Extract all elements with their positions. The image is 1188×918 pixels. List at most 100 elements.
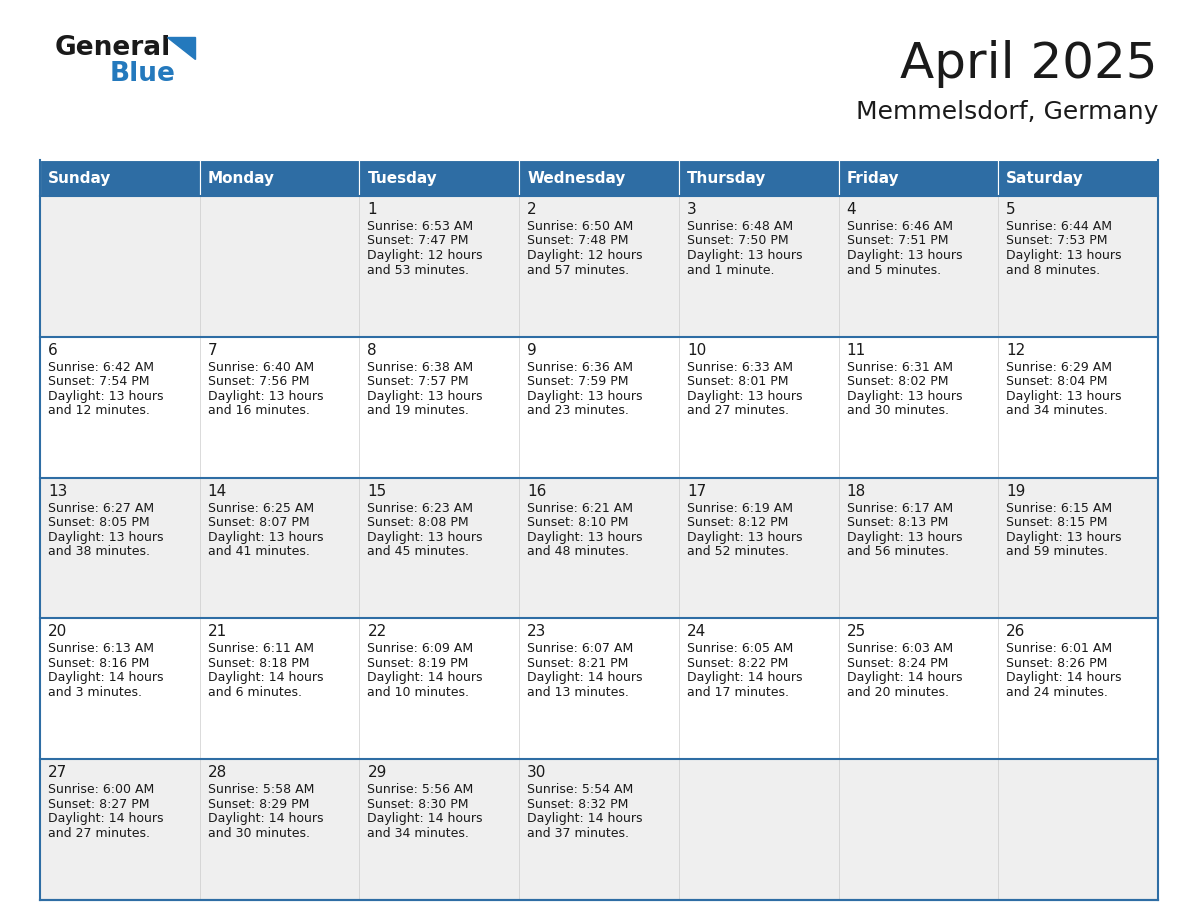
Text: 28: 28: [208, 766, 227, 780]
Text: Sunrise: 6:11 AM: Sunrise: 6:11 AM: [208, 643, 314, 655]
Text: Sunset: 8:21 PM: Sunset: 8:21 PM: [527, 657, 628, 670]
Text: Daylight: 13 hours: Daylight: 13 hours: [847, 249, 962, 262]
Text: Sunset: 8:30 PM: Sunset: 8:30 PM: [367, 798, 469, 811]
Text: and 30 minutes.: and 30 minutes.: [208, 827, 310, 840]
Bar: [40, 759, 1158, 900]
Text: Sunrise: 6:05 AM: Sunrise: 6:05 AM: [687, 643, 794, 655]
Text: 2: 2: [527, 202, 537, 217]
Text: Sunset: 8:05 PM: Sunset: 8:05 PM: [48, 516, 150, 529]
Text: Sunrise: 6:50 AM: Sunrise: 6:50 AM: [527, 220, 633, 233]
Text: Sunset: 8:22 PM: Sunset: 8:22 PM: [687, 657, 788, 670]
Text: Daylight: 13 hours: Daylight: 13 hours: [48, 390, 164, 403]
Text: and 3 minutes.: and 3 minutes.: [48, 686, 143, 699]
Text: Sunrise: 5:58 AM: Sunrise: 5:58 AM: [208, 783, 314, 796]
Text: Sunrise: 6:00 AM: Sunrise: 6:00 AM: [48, 783, 154, 796]
Text: Sunset: 8:12 PM: Sunset: 8:12 PM: [687, 516, 788, 529]
Bar: [360, 160, 519, 196]
Text: Sunrise: 6:13 AM: Sunrise: 6:13 AM: [48, 643, 154, 655]
Text: and 17 minutes.: and 17 minutes.: [687, 686, 789, 699]
Text: Sunrise: 6:53 AM: Sunrise: 6:53 AM: [367, 220, 474, 233]
Text: Daylight: 13 hours: Daylight: 13 hours: [48, 531, 164, 543]
Text: Daylight: 13 hours: Daylight: 13 hours: [847, 390, 962, 403]
Text: Sunset: 8:01 PM: Sunset: 8:01 PM: [687, 375, 789, 388]
Text: Daylight: 13 hours: Daylight: 13 hours: [367, 531, 484, 543]
Text: and 30 minutes.: and 30 minutes.: [847, 404, 948, 418]
Text: Daylight: 14 hours: Daylight: 14 hours: [48, 812, 164, 825]
Text: Friday: Friday: [847, 171, 899, 185]
Text: Sunset: 7:57 PM: Sunset: 7:57 PM: [367, 375, 469, 388]
Text: Saturday: Saturday: [1006, 171, 1083, 185]
Text: Sunrise: 6:48 AM: Sunrise: 6:48 AM: [687, 220, 792, 233]
Text: Sunset: 8:16 PM: Sunset: 8:16 PM: [48, 657, 150, 670]
Text: Daylight: 12 hours: Daylight: 12 hours: [527, 249, 643, 262]
Text: 8: 8: [367, 342, 377, 358]
Text: Sunset: 8:18 PM: Sunset: 8:18 PM: [208, 657, 309, 670]
Text: 24: 24: [687, 624, 706, 640]
Text: Daylight: 12 hours: Daylight: 12 hours: [367, 249, 484, 262]
Polygon shape: [168, 37, 195, 59]
Text: Daylight: 14 hours: Daylight: 14 hours: [367, 812, 484, 825]
Text: Daylight: 14 hours: Daylight: 14 hours: [1006, 671, 1121, 685]
Text: April 2025: April 2025: [901, 40, 1158, 88]
Text: and 24 minutes.: and 24 minutes.: [1006, 686, 1108, 699]
Text: Sunrise: 6:01 AM: Sunrise: 6:01 AM: [1006, 643, 1112, 655]
Text: Daylight: 13 hours: Daylight: 13 hours: [687, 531, 802, 543]
Text: Sunset: 7:56 PM: Sunset: 7:56 PM: [208, 375, 309, 388]
Text: Sunset: 7:59 PM: Sunset: 7:59 PM: [527, 375, 628, 388]
Bar: [40, 337, 1158, 477]
Text: Daylight: 13 hours: Daylight: 13 hours: [687, 249, 802, 262]
Text: Sunset: 8:07 PM: Sunset: 8:07 PM: [208, 516, 309, 529]
Text: 13: 13: [48, 484, 68, 498]
Text: Wednesday: Wednesday: [527, 171, 626, 185]
Text: 16: 16: [527, 484, 546, 498]
Text: Sunset: 8:15 PM: Sunset: 8:15 PM: [1006, 516, 1107, 529]
Text: Blue: Blue: [110, 61, 176, 87]
Text: 5: 5: [1006, 202, 1016, 217]
Text: 21: 21: [208, 624, 227, 640]
Text: and 23 minutes.: and 23 minutes.: [527, 404, 628, 418]
Text: 7: 7: [208, 342, 217, 358]
Text: Sunrise: 6:38 AM: Sunrise: 6:38 AM: [367, 361, 474, 374]
Bar: [40, 160, 200, 196]
Text: Tuesday: Tuesday: [367, 171, 437, 185]
Text: and 10 minutes.: and 10 minutes.: [367, 686, 469, 699]
Text: Sunset: 8:13 PM: Sunset: 8:13 PM: [847, 516, 948, 529]
Text: 19: 19: [1006, 484, 1025, 498]
Text: Daylight: 14 hours: Daylight: 14 hours: [527, 671, 643, 685]
Text: Daylight: 14 hours: Daylight: 14 hours: [527, 812, 643, 825]
Text: Sunrise: 6:29 AM: Sunrise: 6:29 AM: [1006, 361, 1112, 374]
Text: General: General: [55, 35, 171, 61]
Bar: [200, 160, 360, 196]
Text: 26: 26: [1006, 624, 1025, 640]
Text: Sunday: Sunday: [48, 171, 112, 185]
Text: and 19 minutes.: and 19 minutes.: [367, 404, 469, 418]
Bar: [40, 477, 1158, 619]
Text: Daylight: 14 hours: Daylight: 14 hours: [208, 671, 323, 685]
Text: Sunrise: 6:21 AM: Sunrise: 6:21 AM: [527, 501, 633, 515]
Text: Sunset: 8:19 PM: Sunset: 8:19 PM: [367, 657, 469, 670]
Text: and 56 minutes.: and 56 minutes.: [847, 545, 948, 558]
Text: and 8 minutes.: and 8 minutes.: [1006, 263, 1100, 276]
Bar: [40, 196, 1158, 337]
Text: 14: 14: [208, 484, 227, 498]
Bar: [839, 160, 998, 196]
Text: and 27 minutes.: and 27 minutes.: [48, 827, 150, 840]
Text: 30: 30: [527, 766, 546, 780]
Text: Thursday: Thursday: [687, 171, 766, 185]
Bar: [998, 160, 1158, 196]
Text: Sunset: 7:51 PM: Sunset: 7:51 PM: [847, 234, 948, 248]
Text: 15: 15: [367, 484, 386, 498]
Text: 9: 9: [527, 342, 537, 358]
Text: and 12 minutes.: and 12 minutes.: [48, 404, 150, 418]
Text: Daylight: 14 hours: Daylight: 14 hours: [687, 671, 802, 685]
Text: Sunrise: 6:36 AM: Sunrise: 6:36 AM: [527, 361, 633, 374]
Text: 1: 1: [367, 202, 377, 217]
Text: Daylight: 13 hours: Daylight: 13 hours: [527, 390, 643, 403]
Text: Sunrise: 6:15 AM: Sunrise: 6:15 AM: [1006, 501, 1112, 515]
Text: 10: 10: [687, 342, 706, 358]
Text: 23: 23: [527, 624, 546, 640]
Text: and 48 minutes.: and 48 minutes.: [527, 545, 630, 558]
Text: Daylight: 13 hours: Daylight: 13 hours: [687, 390, 802, 403]
Text: 3: 3: [687, 202, 696, 217]
Text: Sunset: 8:02 PM: Sunset: 8:02 PM: [847, 375, 948, 388]
